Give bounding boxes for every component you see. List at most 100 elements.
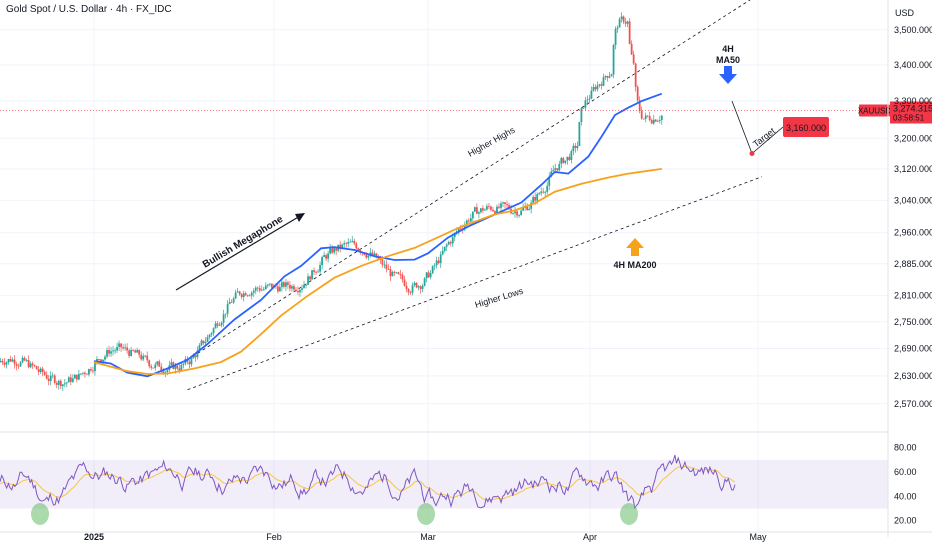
candle-body <box>218 325 221 327</box>
candle-body <box>182 363 185 365</box>
candle-body <box>365 254 368 258</box>
candle-body <box>453 232 456 238</box>
candle-body <box>570 151 573 161</box>
candle-body <box>305 284 307 286</box>
candle-body <box>333 248 336 253</box>
candle-body <box>622 16 625 22</box>
symbol-tag-label: XAUUSD <box>858 106 892 115</box>
candle-body <box>67 377 70 383</box>
candle-body <box>232 298 235 303</box>
candle-body <box>536 194 539 201</box>
price-tick-label: 3,200.000 <box>894 133 932 143</box>
candle-body <box>158 361 161 367</box>
candle-body <box>94 363 96 372</box>
candle-body <box>375 253 378 258</box>
candle-body <box>465 220 468 226</box>
time-tick-label: May <box>749 532 767 542</box>
candle-body <box>417 286 420 288</box>
candle-body <box>447 241 450 245</box>
candle-body <box>638 100 641 111</box>
candle-body <box>572 145 575 152</box>
candle-body <box>357 248 360 251</box>
candle-body <box>504 202 506 205</box>
candle-body <box>538 193 541 195</box>
candle-body <box>212 328 215 334</box>
candle-body <box>162 370 165 374</box>
candle-body <box>475 207 478 214</box>
candle-body <box>43 372 46 375</box>
candle-body <box>395 272 398 274</box>
candle-body <box>35 366 38 370</box>
candle-body <box>313 270 315 272</box>
ma50-arrow <box>719 66 737 84</box>
candle-body <box>1 360 4 363</box>
candle-body <box>116 346 118 351</box>
price-tick-label: 2,885.000 <box>894 259 932 269</box>
candle-body <box>321 257 323 266</box>
candle-body <box>230 302 233 303</box>
candle-body <box>264 285 267 289</box>
candle-body <box>311 270 313 280</box>
candle-body <box>154 364 157 368</box>
candle-body <box>451 237 454 244</box>
candle-body <box>132 350 135 351</box>
candle-body <box>122 347 124 349</box>
last-price-value: 3,274.315 <box>893 103 932 113</box>
candle-body <box>488 206 490 208</box>
candle-body <box>178 368 181 371</box>
rsi-band <box>0 459 888 509</box>
candle-body <box>5 362 8 365</box>
candle-body <box>606 75 609 78</box>
candle-body <box>29 363 32 368</box>
candle-body <box>9 359 12 362</box>
time-tick-label: Mar <box>420 532 436 542</box>
candle-body <box>616 27 619 29</box>
candle-body <box>138 350 141 355</box>
candle-body <box>554 168 557 171</box>
rsi-tick-label: 80.00 <box>894 443 917 453</box>
candle-body <box>327 253 330 259</box>
candle-body <box>152 367 155 369</box>
candle-body <box>397 272 400 274</box>
candle-body <box>479 208 482 213</box>
time-tick-label: Apr <box>583 532 597 542</box>
candle-body <box>602 77 605 86</box>
chart-title: Gold Spot / U.S. Dollar · 4h · FX_IDC <box>6 4 172 15</box>
target-callout <box>783 116 829 137</box>
candle-body <box>202 340 205 344</box>
candle-body <box>248 295 251 297</box>
candle-body <box>345 243 348 245</box>
candle-body <box>262 288 265 290</box>
candle-body <box>349 241 352 243</box>
candle-body <box>238 291 241 295</box>
candle-body <box>642 118 645 120</box>
candle-body <box>445 244 448 247</box>
candle-body <box>323 255 326 258</box>
candle-body <box>656 120 659 122</box>
candle-body <box>65 382 68 384</box>
candle-body <box>437 260 440 264</box>
candle-body <box>486 206 488 210</box>
candle-body <box>522 207 525 211</box>
candle-body <box>546 185 549 192</box>
candle-body <box>514 211 516 214</box>
candle-body <box>652 119 655 124</box>
candle-body <box>278 287 281 292</box>
megaphone-arrowhead <box>295 213 305 222</box>
candle-body <box>516 211 518 216</box>
candle-body <box>287 282 289 285</box>
candle-body <box>128 350 131 356</box>
rsi-tick-label: 60.00 <box>894 467 917 477</box>
candle-body <box>544 191 547 193</box>
candle-body <box>174 365 177 369</box>
candle-body <box>84 372 86 374</box>
candle-body <box>578 121 581 146</box>
candle-body <box>353 240 356 244</box>
candle-body <box>423 278 426 286</box>
candle-body <box>387 268 390 270</box>
candle-body <box>192 355 195 359</box>
candle-body <box>79 373 82 375</box>
